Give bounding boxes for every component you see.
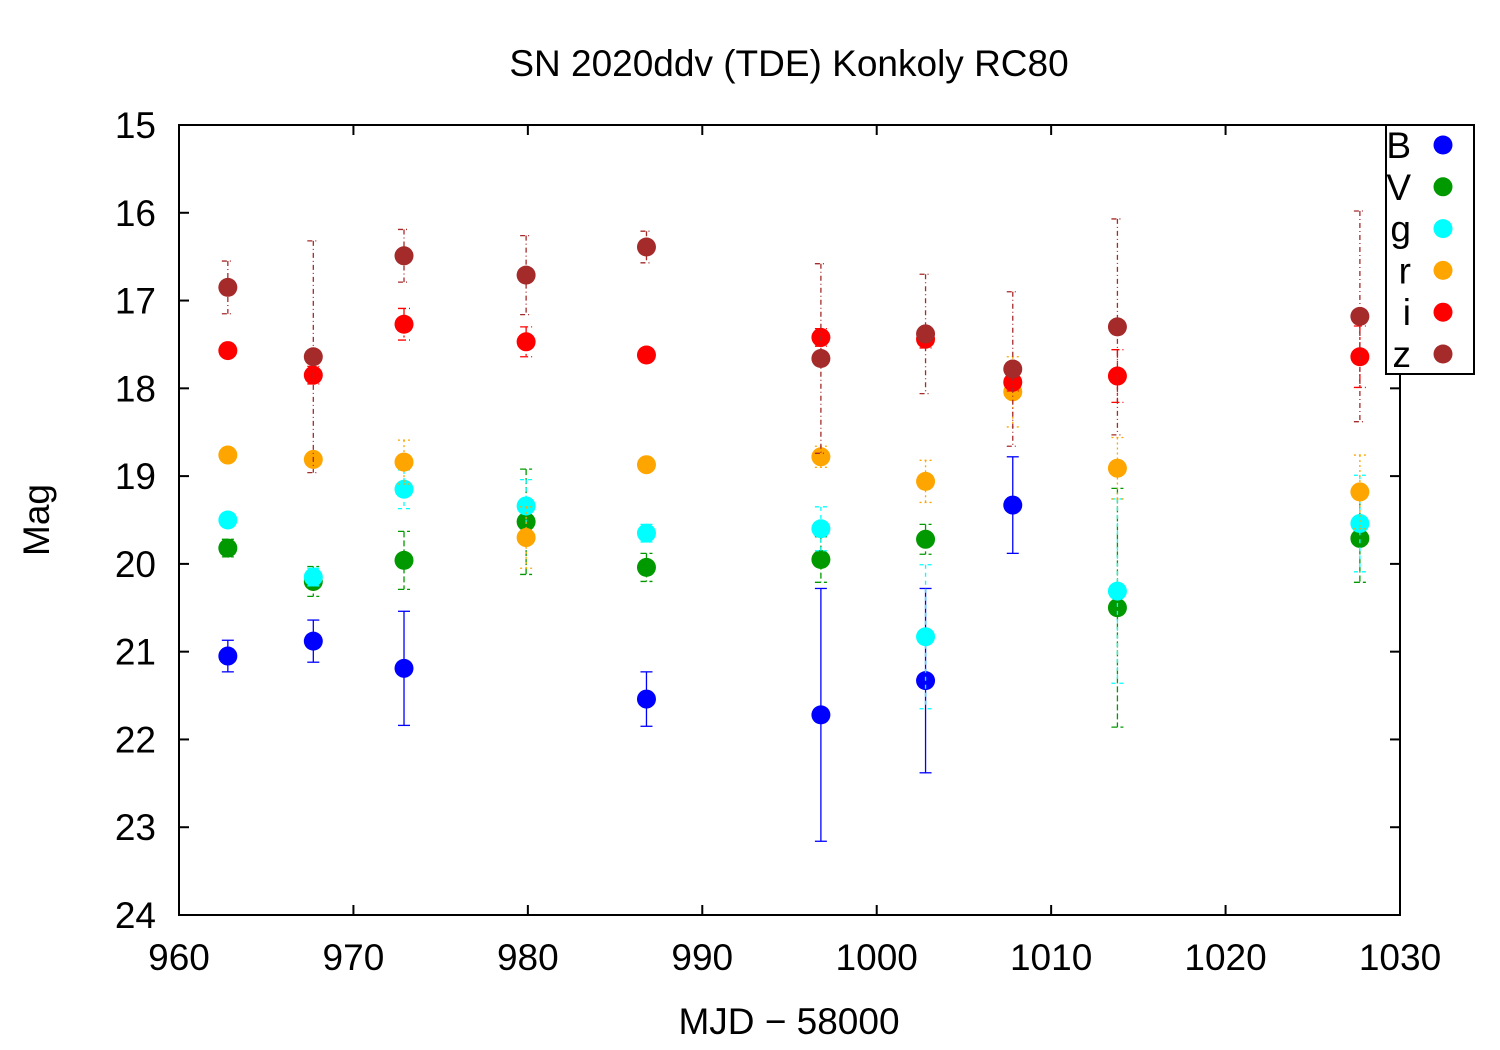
data-point-z [516,265,536,285]
legend-label: r [1399,250,1411,291]
y-axis-label: Mag [16,484,57,556]
axis-ticks-layer: 960 970 980 990 1000 1010 1020 1030 15 16 17 18 19 20… [115,105,1441,978]
data-point-r [1107,458,1127,478]
series-V [218,468,1370,728]
series-i [218,307,1370,404]
data-point-B [636,689,656,709]
y-tick-label: 24 [115,895,156,936]
data-point-z [811,348,831,368]
data-point-z [1107,317,1127,337]
y-tick-label: 15 [115,105,156,146]
legend-label: B [1386,125,1411,166]
data-point-g [811,519,831,539]
data-point-V [394,550,414,570]
data-point-i [636,345,656,365]
data-point-V [916,529,936,549]
data-point-i [1003,372,1023,392]
data-point-g [1107,581,1127,601]
data-point-r [394,452,414,472]
series-r [218,356,1370,569]
data-point-i [516,332,536,352]
data-point-z [394,246,414,266]
data-point-r [218,445,238,465]
y-tick-label: 18 [115,368,156,409]
series-z [218,210,1370,474]
data-point-r [516,528,536,548]
data-point-r [1350,482,1370,502]
y-tick-label: 16 [115,193,156,234]
legend-box [1385,124,1475,375]
legend-marker [1433,219,1453,239]
data-point-B [218,646,238,666]
y-tick-label: 20 [115,544,156,585]
y-tick-label: 21 [115,632,156,673]
data-point-i [218,341,238,361]
data-point-r [916,471,936,491]
legend-label: i [1403,292,1411,333]
data-point-g [218,510,238,530]
data-point-z [636,237,656,257]
data-point-z [218,277,238,297]
x-tick-label: 1010 [1010,937,1092,978]
data-point-z [916,324,936,344]
x-tick-label: 1020 [1184,937,1266,978]
x-tick-label: 980 [497,937,559,978]
data-point-g [636,523,656,543]
y-tick-label: 17 [115,281,156,322]
x-tick-label: 1030 [1359,937,1441,978]
data-points-layer [218,210,1370,842]
data-point-g [516,496,536,516]
series-g [218,469,1370,710]
data-point-B [1003,495,1023,515]
y-tick-label: 22 [115,719,156,760]
legend-label: z [1393,334,1412,375]
x-tick-label: 960 [148,937,210,978]
x-tick-label: 970 [323,937,385,978]
data-point-B [303,631,323,651]
data-point-B [394,658,414,678]
data-point-i [394,314,414,334]
x-tick-label: 1000 [836,937,918,978]
data-point-g [303,567,323,587]
data-point-g [916,627,936,647]
y-tick-label: 23 [115,807,156,848]
data-point-B [811,705,831,725]
chart-title: SN 2020ddv (TDE) Konkoly RC80 [509,43,1068,84]
legend-marker [1433,344,1453,364]
x-axis-label: MJD − 58000 [678,1001,899,1042]
data-point-z [1003,359,1023,379]
x-tick-label: 990 [671,937,733,978]
data-point-V [636,557,656,577]
data-point-V [811,550,831,569]
data-point-V [1350,528,1370,548]
legend-marker [1433,135,1453,155]
data-point-r [811,447,831,467]
y-tick-label: 19 [115,456,156,497]
plot-frame [178,124,1401,916]
data-point-r [636,455,656,475]
legend-label: V [1386,167,1411,208]
series-B [218,456,1023,842]
data-point-g [394,479,414,499]
data-point-V [218,538,238,558]
legend-marker [1433,177,1453,197]
legend-label: g [1390,209,1411,250]
data-point-z [1350,306,1370,326]
legend-marker [1433,260,1453,280]
data-point-V [1107,598,1127,618]
data-point-z [303,347,323,367]
legend-marker [1433,302,1453,322]
